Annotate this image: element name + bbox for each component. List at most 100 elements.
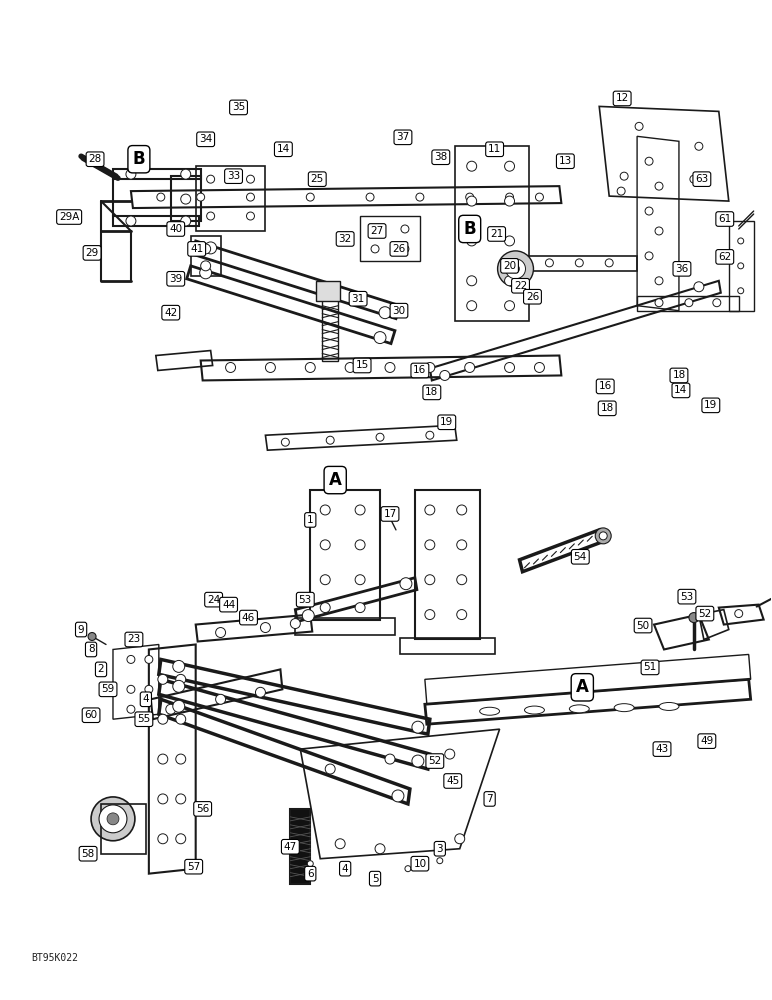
Circle shape (327, 436, 334, 444)
Text: 38: 38 (434, 152, 448, 162)
Circle shape (157, 794, 168, 804)
Text: 9: 9 (78, 625, 84, 635)
Circle shape (575, 259, 584, 267)
Text: 5: 5 (372, 874, 378, 884)
Circle shape (107, 813, 119, 825)
Circle shape (536, 193, 543, 201)
Circle shape (127, 655, 135, 663)
Circle shape (534, 362, 544, 372)
Text: 22: 22 (514, 281, 527, 291)
Circle shape (412, 721, 424, 733)
Text: 30: 30 (392, 306, 405, 316)
Circle shape (207, 175, 215, 183)
Circle shape (342, 868, 348, 874)
Circle shape (260, 623, 270, 633)
Circle shape (157, 714, 168, 724)
Circle shape (320, 603, 330, 613)
Text: 36: 36 (676, 264, 689, 274)
Circle shape (595, 528, 611, 544)
Circle shape (197, 193, 205, 201)
Circle shape (176, 834, 186, 844)
Circle shape (645, 157, 653, 165)
Circle shape (467, 236, 476, 246)
Circle shape (372, 874, 378, 880)
Circle shape (685, 299, 693, 307)
Circle shape (440, 370, 450, 380)
Circle shape (246, 175, 255, 183)
Text: 1: 1 (307, 515, 313, 525)
Circle shape (426, 431, 434, 439)
Ellipse shape (524, 706, 544, 714)
Circle shape (181, 216, 191, 226)
Circle shape (635, 122, 643, 130)
Text: 52: 52 (428, 756, 442, 766)
Circle shape (371, 245, 379, 253)
Circle shape (320, 575, 330, 585)
Text: 15: 15 (355, 360, 369, 370)
Circle shape (215, 694, 225, 704)
Circle shape (385, 362, 395, 372)
Circle shape (465, 362, 475, 372)
Text: 37: 37 (396, 132, 410, 142)
Text: 20: 20 (503, 261, 516, 271)
Circle shape (445, 749, 455, 759)
Circle shape (166, 704, 176, 714)
Circle shape (355, 603, 365, 613)
Ellipse shape (569, 705, 589, 713)
Circle shape (246, 212, 255, 220)
Circle shape (157, 193, 164, 201)
Text: 58: 58 (82, 849, 95, 859)
Circle shape (266, 362, 276, 372)
Circle shape (467, 301, 476, 311)
Circle shape (425, 362, 435, 372)
Circle shape (126, 216, 136, 226)
Circle shape (355, 505, 365, 515)
Circle shape (505, 236, 514, 246)
Circle shape (506, 193, 513, 201)
Circle shape (425, 575, 435, 585)
Text: 49: 49 (700, 736, 713, 746)
Circle shape (307, 861, 313, 867)
Circle shape (400, 578, 412, 590)
Ellipse shape (479, 707, 499, 715)
Circle shape (412, 755, 424, 767)
Circle shape (371, 225, 379, 233)
Text: 14: 14 (674, 385, 688, 395)
Text: 43: 43 (655, 744, 669, 754)
Circle shape (320, 505, 330, 515)
Text: 4: 4 (342, 864, 348, 874)
Circle shape (655, 299, 663, 307)
Circle shape (690, 175, 698, 183)
Circle shape (320, 540, 330, 550)
Circle shape (200, 267, 212, 279)
Circle shape (738, 263, 743, 269)
Circle shape (303, 610, 314, 622)
Circle shape (157, 834, 168, 844)
Text: 24: 24 (207, 595, 220, 605)
Text: 55: 55 (137, 714, 151, 724)
Text: 25: 25 (310, 174, 324, 184)
Circle shape (355, 575, 365, 585)
Text: BT95K022: BT95K022 (32, 953, 78, 963)
Circle shape (467, 196, 476, 206)
Text: 39: 39 (169, 274, 182, 284)
Circle shape (173, 700, 185, 712)
Text: 29A: 29A (59, 212, 80, 222)
Ellipse shape (659, 702, 679, 710)
Circle shape (205, 242, 217, 254)
Text: 27: 27 (371, 226, 384, 236)
Circle shape (375, 844, 385, 854)
Text: 53: 53 (680, 592, 693, 602)
Polygon shape (290, 809, 310, 884)
Circle shape (256, 687, 266, 697)
Text: 51: 51 (643, 662, 657, 672)
Circle shape (512, 265, 520, 273)
Circle shape (225, 362, 235, 372)
Circle shape (201, 244, 211, 254)
Text: 18: 18 (601, 403, 614, 413)
Text: 21: 21 (490, 229, 503, 239)
Circle shape (505, 196, 514, 206)
Circle shape (655, 277, 663, 285)
Circle shape (425, 505, 435, 515)
Circle shape (738, 238, 743, 244)
